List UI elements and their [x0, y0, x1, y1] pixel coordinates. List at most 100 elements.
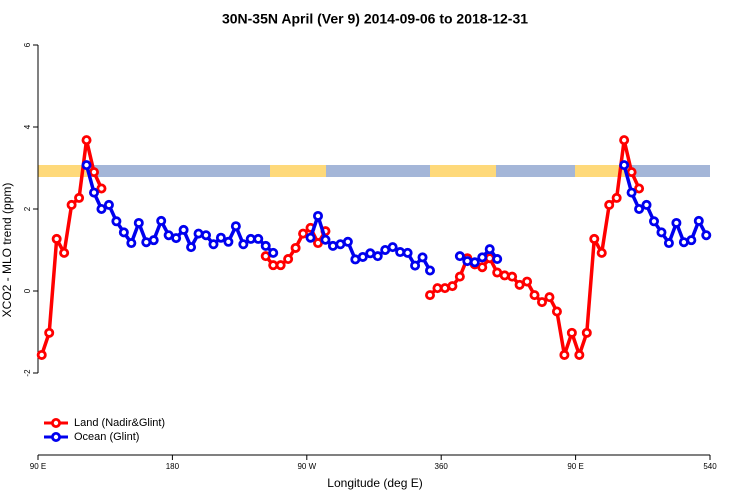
legend-label: Land (Nadir&Glint) [74, 417, 165, 429]
data-point [81, 160, 92, 171]
data-point [619, 135, 630, 146]
data-point [522, 276, 533, 287]
data-point [200, 230, 211, 241]
data-point [66, 199, 77, 210]
data-point [357, 251, 368, 262]
data-point [484, 253, 495, 264]
data-point [96, 183, 107, 194]
data-point [596, 247, 607, 258]
data-point [44, 327, 55, 338]
land-mask-strip [38, 165, 710, 177]
data-point [298, 228, 309, 239]
data-point [275, 260, 286, 271]
data-point [469, 257, 480, 268]
data-point [417, 252, 428, 263]
data-point [693, 215, 704, 226]
data-point [589, 233, 600, 244]
data-point [492, 254, 503, 265]
data-point [103, 199, 114, 210]
data-point [499, 270, 510, 281]
data-point [283, 254, 294, 265]
data-point [566, 327, 577, 338]
data-point [215, 232, 226, 243]
chart-title: 30N-35N April (Ver 9) 2014-09-06 to 2018… [222, 11, 528, 27]
data-point [454, 271, 465, 282]
data-point [634, 203, 645, 214]
data-point [424, 265, 435, 276]
data-point [238, 239, 249, 250]
x-tick-label: 90 E [30, 462, 46, 471]
y-tick-label: -2 [23, 369, 32, 377]
data-point [395, 247, 406, 258]
data-point [305, 232, 316, 243]
data-point [178, 224, 189, 235]
data-point [626, 167, 637, 178]
data-point [484, 244, 495, 255]
data-point [36, 349, 47, 360]
data-point [372, 251, 383, 262]
data-point [663, 238, 674, 249]
data-point [551, 306, 562, 317]
data-point [223, 236, 234, 247]
data-point [268, 247, 279, 258]
data-point [51, 233, 62, 244]
data-point [133, 217, 144, 228]
data-point [559, 349, 570, 360]
data-point [312, 238, 323, 249]
x-tick-label: 180 [166, 462, 180, 471]
data-point [686, 235, 697, 246]
data-point [290, 242, 301, 253]
data-point [626, 187, 637, 198]
data-point [96, 203, 107, 214]
data-point [193, 228, 204, 239]
data-point [320, 234, 331, 245]
data-point [656, 227, 667, 238]
data-point [111, 216, 122, 227]
y-axis-label: XCO2 - MLO trend (ppm) [0, 183, 14, 318]
y-tick-label: 6 [23, 42, 32, 47]
data-point [507, 271, 518, 282]
data-point [581, 327, 592, 338]
data-point [156, 215, 167, 226]
x-tick-label: 540 [703, 462, 717, 471]
data-point [477, 262, 488, 273]
legend-marker [51, 431, 62, 442]
data-point [208, 239, 219, 250]
data-point [59, 247, 70, 258]
data-point [186, 242, 197, 253]
data-point [260, 240, 271, 251]
data-point [462, 256, 473, 267]
data-point [649, 216, 660, 227]
data-point [701, 230, 712, 241]
data-point [514, 279, 525, 290]
data-point [126, 238, 137, 249]
data-point [671, 217, 682, 228]
data-point [260, 251, 271, 262]
data-point [574, 349, 585, 360]
y-tick-label: 2 [23, 206, 32, 211]
data-point [89, 167, 100, 178]
data-point [327, 240, 338, 251]
data-point [619, 160, 630, 171]
data-point [447, 281, 458, 292]
x-tick-label: 360 [435, 462, 449, 471]
legend: Land (Nadir&Glint) Ocean (Glint) [44, 417, 165, 443]
data-point [424, 290, 435, 301]
data-point [454, 251, 465, 262]
data-point [544, 292, 555, 303]
data-point [81, 135, 92, 146]
data-point [171, 233, 182, 244]
x-tick-label: 90 W [297, 462, 316, 471]
y-tick-label: 0 [23, 288, 32, 293]
legend-label: Ocean (Glint) [74, 431, 139, 443]
y-tick-label: 4 [23, 124, 32, 129]
data-point [410, 260, 421, 271]
data-point [387, 242, 398, 253]
data-point [402, 247, 413, 258]
data-point [634, 183, 645, 194]
legend-marker [51, 417, 62, 428]
data-point [611, 192, 622, 203]
data-point [537, 297, 548, 308]
